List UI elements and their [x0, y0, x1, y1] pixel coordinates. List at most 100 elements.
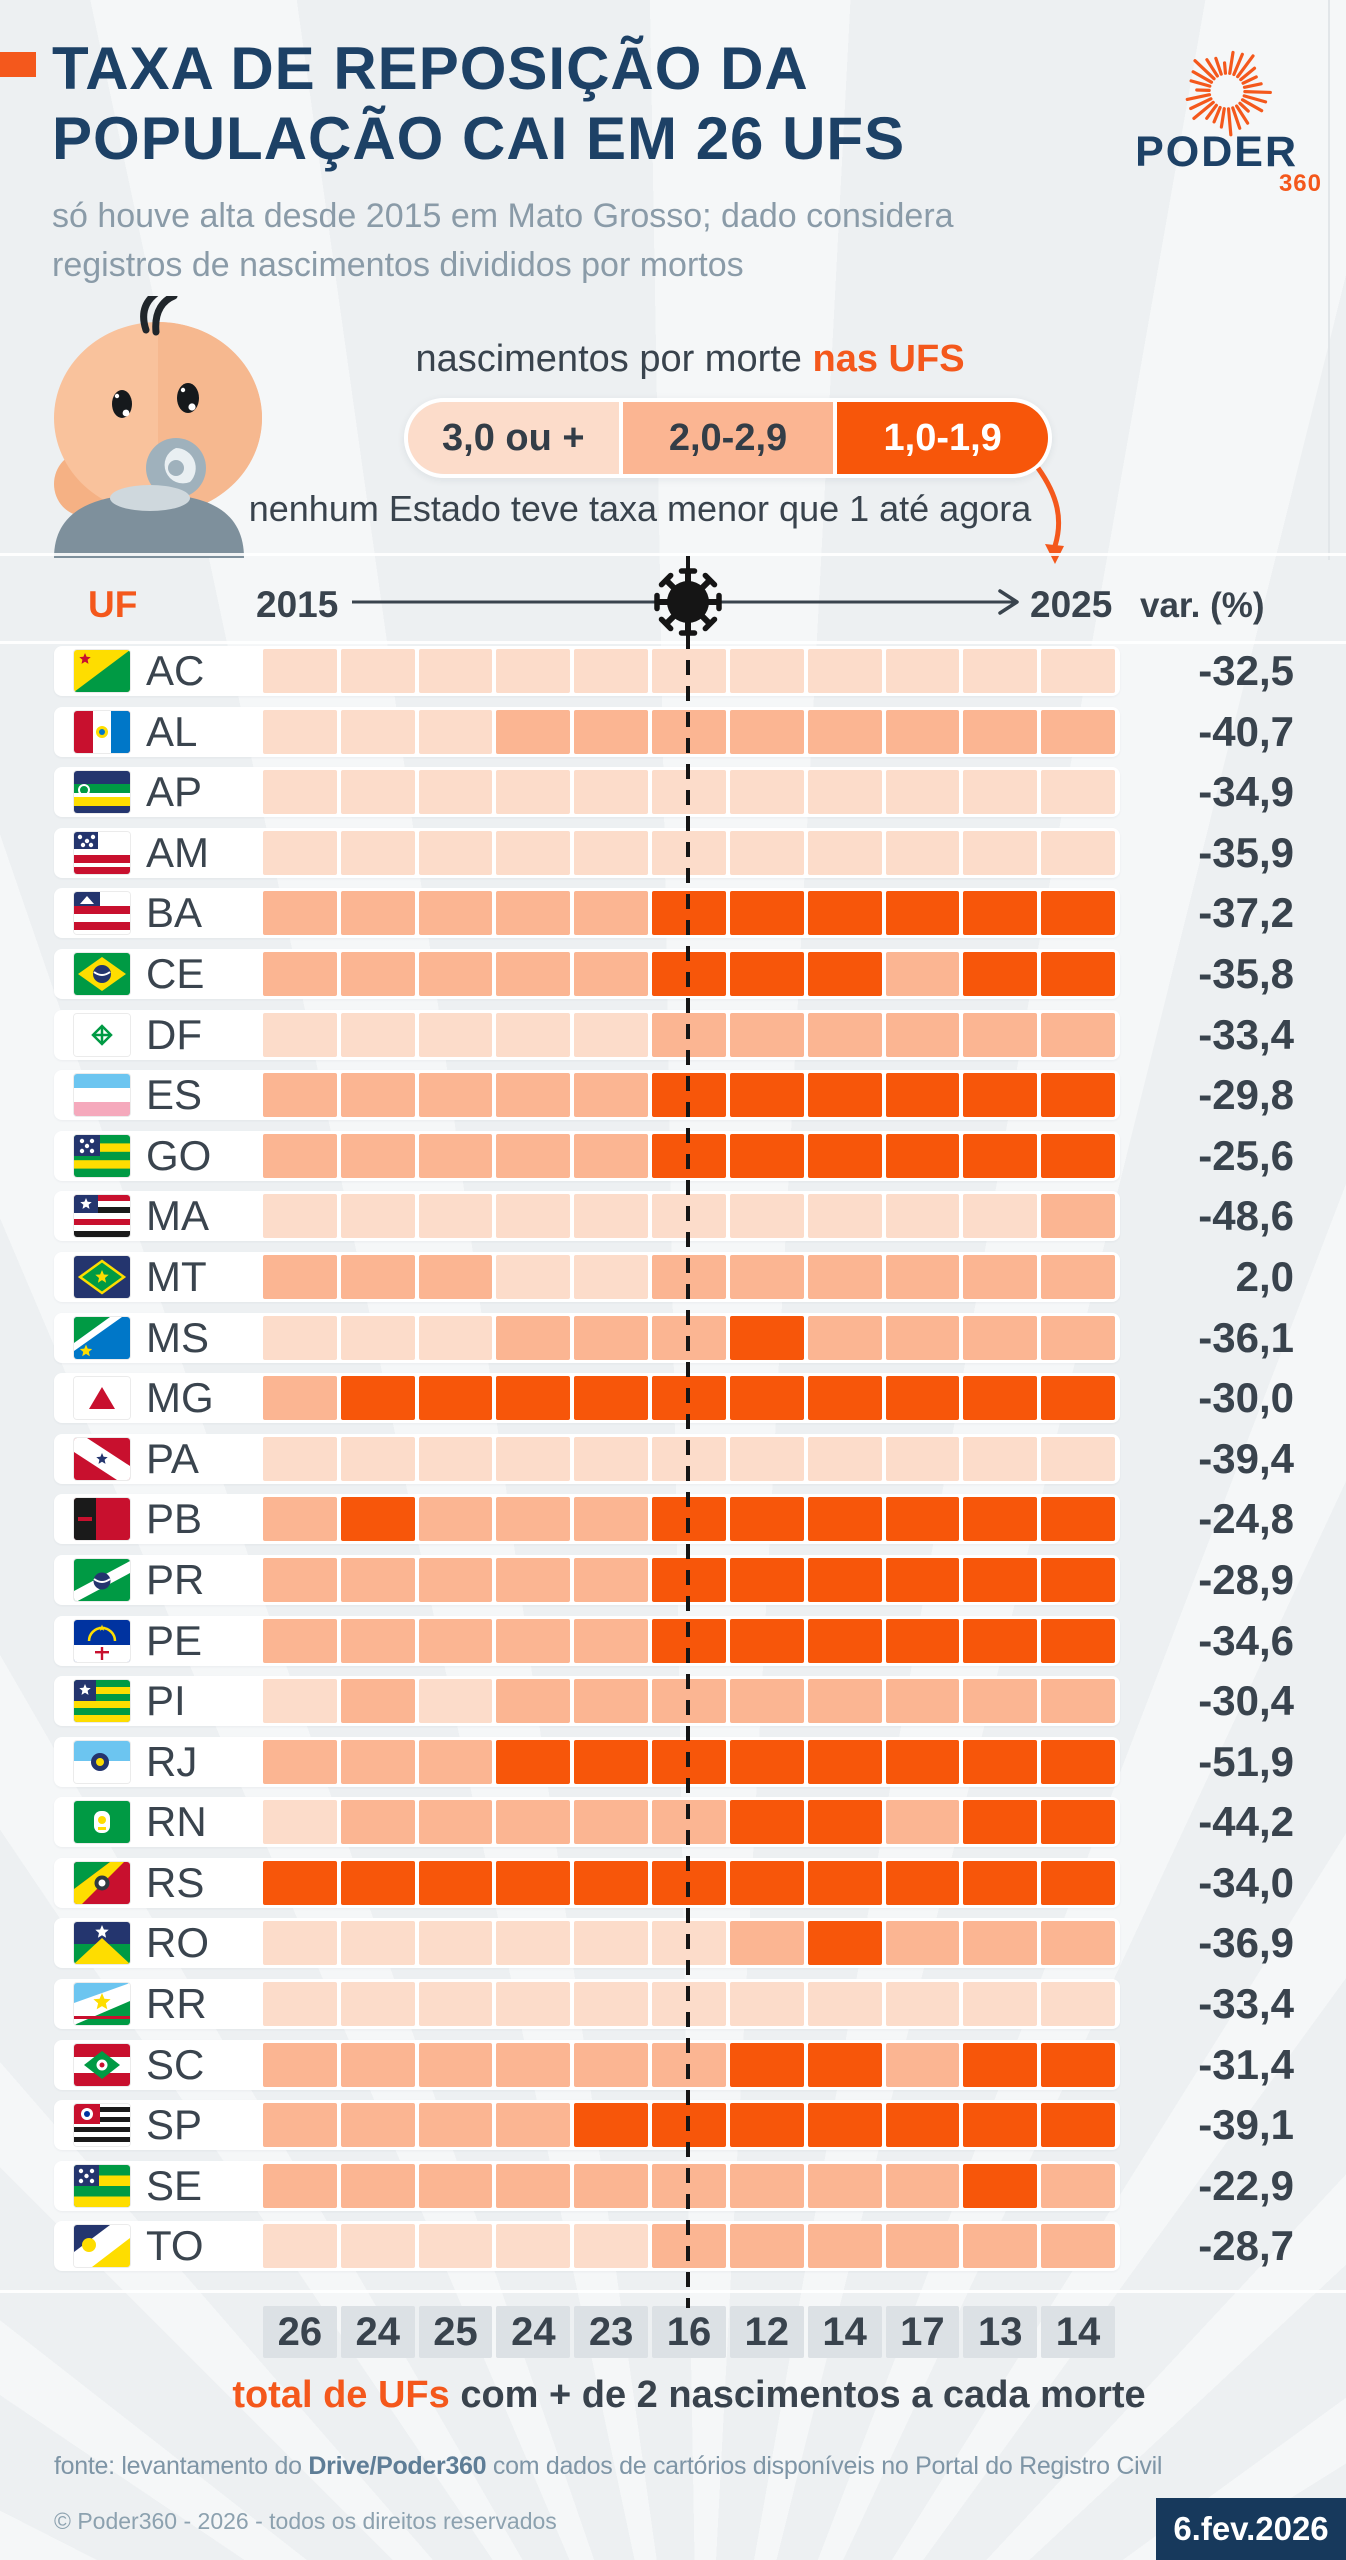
totals-row: 26 24 25 24 23 16 12 14 17 13 14	[263, 2306, 1115, 2358]
cell-RN-2021	[729, 1800, 804, 1845]
row-card: SC	[54, 2039, 1120, 2090]
var-value: -40,7	[1198, 707, 1294, 755]
cell-PB-2019	[574, 1497, 649, 1542]
cell-DF-2024	[963, 1012, 1038, 1057]
column-header-uf: UF	[88, 584, 138, 625]
cell-AC-2025	[1041, 649, 1115, 693]
cell-BA-2022	[807, 891, 882, 936]
cell-MG-2025	[1041, 1376, 1115, 1421]
flag-AP-icon	[74, 771, 130, 814]
cell-AL-2019	[574, 709, 649, 754]
var-value: -22,9	[1198, 2161, 1294, 2209]
cell-PI-2016	[340, 1679, 415, 1724]
cell-GO-2021	[729, 1133, 804, 1178]
var-value: -31,4	[1198, 2040, 1294, 2088]
source-suffix: com dados de cartórios disponíveis no Po…	[486, 2452, 1163, 2480]
year-cells	[263, 1800, 1115, 1845]
cell-PR-2024	[963, 1557, 1038, 1602]
cell-ES-2019	[574, 1073, 649, 1118]
cell-PI-2019	[574, 1679, 649, 1724]
cell-RN-2018	[496, 1800, 571, 1845]
flag-DF-icon	[74, 1013, 130, 1056]
cell-MS-2016	[340, 1315, 415, 1360]
cell-ES-2015	[263, 1073, 337, 1118]
var-value: -39,4	[1198, 1434, 1294, 1482]
cell-RJ-2015	[263, 1739, 337, 1784]
cell-SP-2023	[885, 2103, 960, 2148]
cell-MS-2021	[729, 1315, 804, 1360]
cell-TO-2022	[807, 2224, 882, 2269]
cell-MA-2017	[418, 1194, 493, 1239]
table-row: PI -30,4	[0, 1676, 1346, 1727]
cell-PB-2024	[963, 1497, 1038, 1542]
cell-MS-2017	[418, 1315, 493, 1360]
uf-label: PE	[146, 1616, 203, 1664]
date-badge: 6.fev.2026	[1156, 2498, 1346, 2560]
uf-label: PB	[146, 1495, 203, 1543]
table-row: ES -29,8	[0, 1070, 1346, 1121]
cell-PE-2025	[1041, 1618, 1115, 1663]
var-value: -34,6	[1198, 1616, 1294, 1664]
cell-MT-2022	[807, 1254, 882, 1299]
flag-PA-icon	[74, 1437, 130, 1480]
cell-SE-2019	[574, 2163, 649, 2208]
cell-AC-2021	[729, 649, 804, 693]
covid-dashed-line	[686, 556, 690, 2308]
cell-SE-2017	[418, 2163, 493, 2208]
uf-label: RJ	[146, 1737, 198, 1785]
cell-PA-2025	[1041, 1436, 1115, 1481]
cell-RO-2018	[496, 1921, 571, 1966]
table-row: BA -37,2	[0, 888, 1346, 939]
var-value: -33,4	[1198, 1980, 1294, 2028]
cell-MT-2023	[885, 1254, 960, 1299]
cell-PA-2017	[418, 1436, 493, 1481]
flag-PI-icon	[74, 1680, 130, 1723]
cell-SC-2019	[574, 2042, 649, 2087]
cell-DF-2025	[1041, 1012, 1115, 1057]
cell-DF-2015	[263, 1012, 337, 1057]
cell-PE-2018	[496, 1618, 571, 1663]
cell-MS-2015	[263, 1315, 337, 1360]
cell-AC-2024	[963, 649, 1038, 693]
flag-RN-icon	[74, 1801, 130, 1844]
cell-CE-2019	[574, 951, 649, 996]
var-value: -39,1	[1198, 2101, 1294, 2149]
uf-label: RS	[146, 1858, 205, 1906]
cell-CE-2016	[340, 951, 415, 996]
cell-TO-2015	[263, 2224, 337, 2269]
cell-MG-2019	[574, 1376, 649, 1421]
uf-label: ES	[146, 1071, 203, 1119]
cell-RJ-2024	[963, 1739, 1038, 1784]
cell-PI-2023	[885, 1679, 960, 1724]
row-card: RJ	[54, 1736, 1120, 1787]
flag-GO-icon	[74, 1134, 130, 1177]
source-note: fonte: levantamento do Drive/Poder360 co…	[54, 2452, 1162, 2481]
cell-DF-2016	[340, 1012, 415, 1057]
cell-AM-2021	[729, 830, 804, 875]
cell-SP-2022	[807, 2103, 882, 2148]
cell-MA-2016	[340, 1194, 415, 1239]
year-cells	[263, 1194, 1115, 1239]
cell-PE-2023	[885, 1618, 960, 1663]
year-cells	[263, 1982, 1115, 2027]
cell-RO-2022	[807, 1921, 882, 1966]
cell-PB-2015	[263, 1497, 337, 1542]
cell-RN-2025	[1041, 1800, 1115, 1845]
cell-CE-2023	[885, 951, 960, 996]
cell-ES-2022	[807, 1073, 882, 1118]
cell-AL-2017	[418, 709, 493, 754]
source-bold: Drive/Poder360	[308, 2452, 487, 2480]
table-row: SE -22,9	[0, 2160, 1346, 2211]
var-value: -28,9	[1198, 1555, 1294, 1603]
cell-PE-2017	[418, 1618, 493, 1663]
cell-GO-2019	[574, 1133, 649, 1178]
cell-PA-2022	[807, 1436, 882, 1481]
cell-AL-2021	[729, 709, 804, 754]
table-row: AM -35,9	[0, 827, 1346, 878]
cell-RO-2021	[729, 1921, 804, 1966]
cell-ES-2023	[885, 1073, 960, 1118]
cell-CE-2021	[729, 951, 804, 996]
cell-MT-2024	[963, 1254, 1038, 1299]
total-box-2020: 16	[652, 2306, 726, 2358]
cell-PA-2023	[885, 1436, 960, 1481]
